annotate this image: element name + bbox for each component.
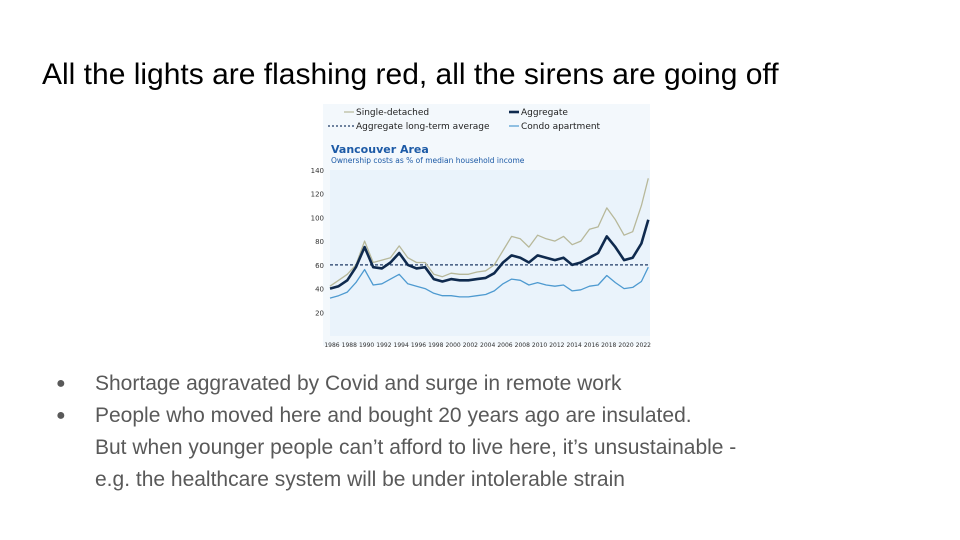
bullet-item: ● People who moved here and bought 20 yea… [56,400,916,496]
bullet-text: e.g. the healthcare system will be under… [95,468,625,491]
legend-label-long-term-average: Aggregate long-term average [356,122,490,132]
aggregate-line [329,219,650,290]
single-detached-line [329,178,649,287]
x-tick-label: 1988 [342,342,357,349]
slide-title: All the lights are flashing red, all the… [42,58,779,91]
legend-label-condo: Condo apartment [521,122,601,132]
bullet-text: People who moved here and bought 20 year… [95,404,692,427]
plot-area [330,170,650,336]
x-tick-label: 1986 [324,342,339,349]
condo-apartment-line [329,266,649,299]
y-axis: 20 40 60 80 100 120 140 [311,167,324,317]
x-tick-label: 1992 [376,342,391,349]
bullet-text: Shortage aggravated by Covid and surge i… [95,372,622,395]
y-tick-label: 20 [315,309,324,317]
x-tick-label: 2014 [567,342,582,349]
x-tick-label: 2008 [515,342,530,349]
bullet-item: ● Shortage aggravated by Covid and surge … [56,368,916,400]
y-tick-label: 60 [315,262,324,270]
x-tick-label: 2022 [636,342,651,349]
series-lines [329,178,650,299]
x-tick-label: 1996 [411,342,426,349]
x-tick-label: 2006 [497,342,512,349]
x-tick-label: 2000 [445,342,460,349]
bullet-dot-icon: ● [56,375,66,392]
bullet-list: ● Shortage aggravated by Covid and surge … [56,368,916,496]
legend-label-single-detached: Single-detached [356,108,429,118]
bullet-text: But when younger people can’t afford to … [95,436,737,459]
y-tick-label: 80 [315,238,324,246]
x-tick-label: 2012 [549,342,564,349]
y-tick-label: 40 [315,286,324,294]
x-tick-label: 2018 [601,342,616,349]
x-tick-label: 2010 [532,342,547,349]
x-tick-label: 1998 [428,342,443,349]
chart-title: Vancouver Area [331,143,429,156]
x-tick-label: 1994 [394,342,409,349]
bullet-dot-icon: ● [56,407,66,424]
chart-svg: Single-detached Aggregate Aggregate long… [311,104,651,349]
x-tick-label: 2020 [618,342,633,349]
x-tick-label: 2016 [584,342,599,349]
chart-container: Single-detached Aggregate Aggregate long… [300,100,662,352]
x-tick-label: 1990 [359,342,374,349]
x-axis: 1986 1988 1990 1992 1994 1996 1998 2000 2002 2004… [324,342,651,349]
chart-subtitle: Ownership costs as % of median household… [331,156,525,165]
x-tick-label: 2004 [480,342,495,349]
x-tick-label: 2002 [463,342,478,349]
y-tick-label: 100 [311,214,324,222]
y-tick-label: 140 [311,167,324,175]
legend-label-aggregate: Aggregate [521,108,568,118]
y-tick-label: 120 [311,191,324,199]
